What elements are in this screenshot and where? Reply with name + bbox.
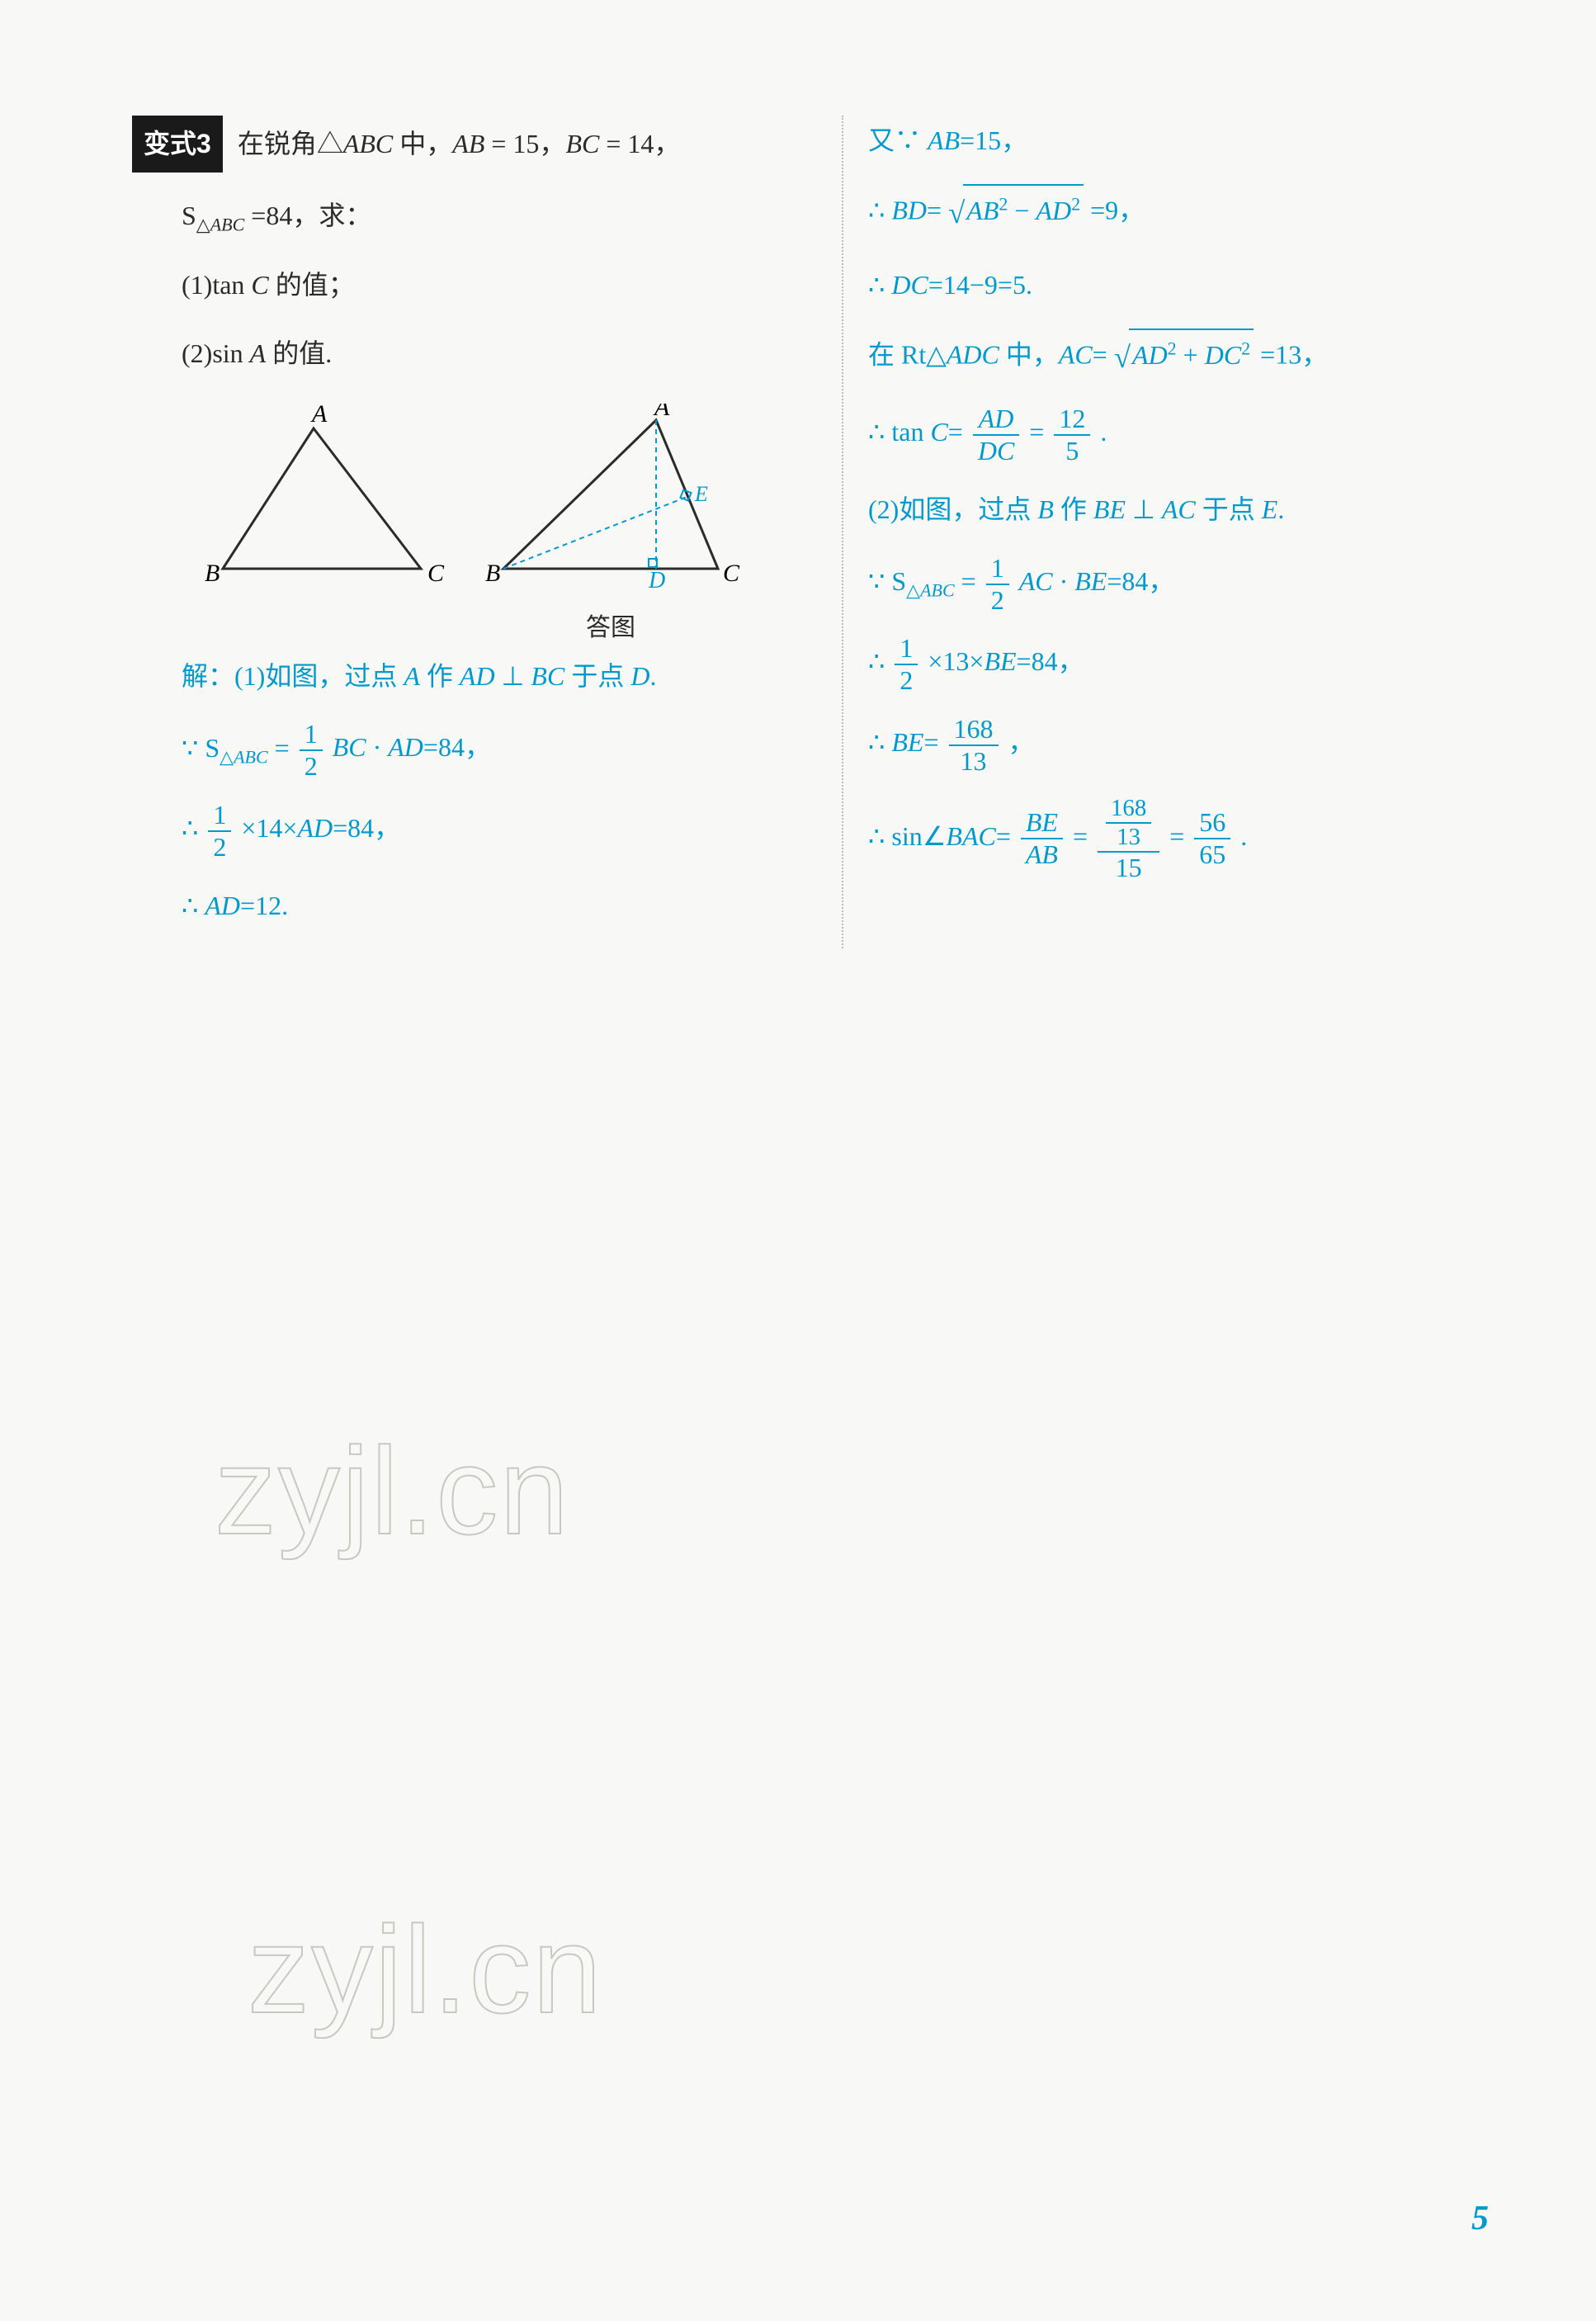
sol-r10-mid2: =	[1169, 820, 1184, 850]
sol-r7-suf: AC · BE=84，	[1019, 566, 1175, 596]
sol-r10: ∴ sin∠BAC= BE AB = 168 13 15 = 56 65	[868, 795, 1485, 883]
frac-adc: AD DC	[973, 404, 1019, 466]
sol-r2-pre: ∴ BD=	[868, 195, 942, 225]
svg-text:D: D	[648, 568, 665, 593]
figures-row: A B C A B C D E 答图	[198, 404, 809, 643]
frac-inner-168-13: 168 13	[1106, 795, 1151, 851]
sol-r5-suf: .	[1100, 418, 1107, 447]
sol-l2: ∵ S△ABC = 1 2 BC · AD=84，	[132, 719, 809, 782]
variant-badge: 变式3	[132, 116, 223, 173]
frac-12-5: 12 5	[1054, 404, 1090, 466]
frac-half-3: 1 2	[986, 553, 1009, 616]
frac-half-4: 1 2	[895, 633, 918, 696]
sol-r2: ∴ BD= √ AB2 − AD2 =9，	[868, 184, 1485, 242]
sol-r10-mid1: =	[1073, 820, 1088, 850]
sol-r10-suf: .	[1240, 820, 1247, 850]
sol-l1: 解：(1)如图，过点 A 作 AD ⊥ BC 于点 D.	[132, 651, 809, 702]
svg-text:B: B	[205, 560, 220, 587]
sol-r4-suf: =13，	[1260, 339, 1328, 369]
figure-2: A B C D E 答图	[479, 404, 743, 643]
sol-r5-pre: ∴ tan C=	[868, 418, 963, 447]
sol-r8-pre: ∴	[868, 647, 891, 677]
watermark-2: zyjl.cn	[248, 1898, 603, 2041]
question-1: (1)tan C 的值；	[132, 260, 809, 310]
sol-r2-suf: =9，	[1090, 195, 1145, 225]
watermark-1: zyjl.cn	[215, 1420, 570, 1562]
sol-l2-pre: ∵ S△ABC =	[182, 733, 290, 763]
sol-r4: 在 Rt△ADC 中，AC= √ AD2 + DC2 =13，	[868, 329, 1485, 386]
svg-text:C: C	[723, 560, 740, 587]
sol-l3-pre: ∴	[182, 813, 205, 843]
sol-r7-pre: ∵ S△ABC =	[868, 566, 976, 596]
figure-caption: 答图	[479, 607, 743, 643]
sol-r8: ∴ 1 2 ×13×BE=84，	[868, 633, 1485, 696]
sol-r9: ∴ BE= 168 13 ，	[868, 714, 1485, 777]
frac-168-13: 168 13	[949, 714, 999, 777]
frac-compound: 168 13 15	[1098, 795, 1159, 883]
sol-r1: 又∵ AB=15，	[868, 116, 1485, 166]
svg-text:E: E	[694, 482, 708, 506]
sol-r9-pre: ∴ BE=	[868, 727, 939, 757]
svg-text:A: A	[310, 404, 328, 428]
sol-l2-suf: BC · AD=84，	[333, 733, 491, 763]
frac-beab: BE AB	[1021, 807, 1063, 870]
sol-r8-suf: ×13×BE=84，	[928, 647, 1084, 677]
sol-r4-pre: 在 Rt△ADC 中，AC=	[868, 339, 1107, 369]
sol-r7: ∵ S△ABC = 1 2 AC · BE=84，	[868, 553, 1485, 616]
svg-text:B: B	[485, 560, 500, 587]
stem-text-1: 在锐角△ABC 中，AB = 15，BC = 14，	[238, 129, 681, 158]
svg-text:C: C	[427, 560, 445, 587]
sol-r3: ∴ DC=14−9=5.	[868, 260, 1485, 310]
question-2: (2)sin A 的值.	[132, 329, 809, 379]
sol-r6: (2)如图，过点 B 作 BE ⊥ AC 于点 E.	[868, 485, 1485, 535]
right-column: 又∵ AB=15， ∴ BD= √ AB2 − AD2 =9， ∴ DC=14−…	[842, 116, 1485, 948]
frac-56-65: 56 65	[1194, 807, 1230, 870]
sol-r5-mid: =	[1029, 418, 1044, 447]
frac-half-1: 1 2	[300, 719, 323, 782]
page-number: 5	[1471, 2199, 1489, 2238]
frac-half-2: 1 2	[208, 800, 231, 863]
sqrt-2: √ AD2 + DC2	[1114, 329, 1254, 386]
sol-r5: ∴ tan C= AD DC = 12 5 .	[868, 404, 1485, 466]
problem-stem: 变式3 在锐角△ABC 中，AB = 15，BC = 14，	[132, 116, 809, 173]
sqrt-1: √ AB2 − AD2	[948, 184, 1084, 242]
svg-text:A: A	[653, 404, 670, 421]
stem-text-2: S△ABC =84，求：	[132, 191, 809, 242]
sol-l3-suf: ×14×AD=84，	[241, 813, 400, 843]
left-column: 变式3 在锐角△ABC 中，AB = 15，BC = 14， S△ABC =84…	[132, 116, 809, 948]
sol-r10-pre: ∴ sin∠BAC=	[868, 820, 1011, 850]
sol-l3: ∴ 1 2 ×14×AD=84，	[132, 800, 809, 863]
sol-l4: ∴ AD=12.	[132, 881, 809, 931]
figure-1: A B C	[198, 404, 446, 643]
page-content: 变式3 在锐角△ABC 中，AB = 15，BC = 14， S△ABC =84…	[0, 0, 1596, 998]
sol-r9-suf: ，	[1008, 727, 1035, 757]
